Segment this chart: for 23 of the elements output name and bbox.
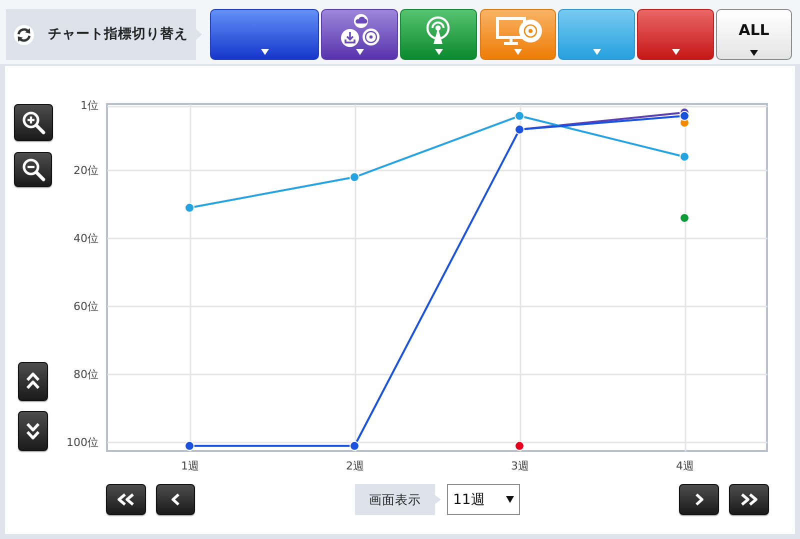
y-tick-label: 40位 — [74, 232, 98, 245]
point — [680, 213, 690, 223]
y-tick-label: 60位 — [74, 300, 98, 313]
x-tick-label: 4週 — [676, 460, 694, 472]
y-tick-label: 80位 — [74, 368, 98, 381]
label-tab: チャート指標切り替え — [6, 9, 202, 60]
point — [184, 440, 194, 451]
point — [350, 172, 360, 182]
point — [680, 152, 690, 162]
label-tab: 画面表示 — [355, 484, 441, 515]
point — [350, 440, 360, 451]
point — [514, 440, 524, 451]
x-tick-label: 2週 — [346, 460, 364, 472]
week-select: 11週 — [447, 484, 520, 515]
toggle-button: ALL — [716, 9, 792, 60]
y-tick-label: 20位 — [74, 164, 98, 177]
x-tick-label: 1週 — [181, 460, 199, 472]
x-tick-label: 3週 — [511, 460, 529, 472]
point — [680, 110, 690, 121]
y-tick-label: 100位 — [66, 436, 98, 449]
point — [184, 202, 194, 213]
y-tick-label: 1位 — [80, 99, 98, 112]
point — [514, 110, 524, 121]
